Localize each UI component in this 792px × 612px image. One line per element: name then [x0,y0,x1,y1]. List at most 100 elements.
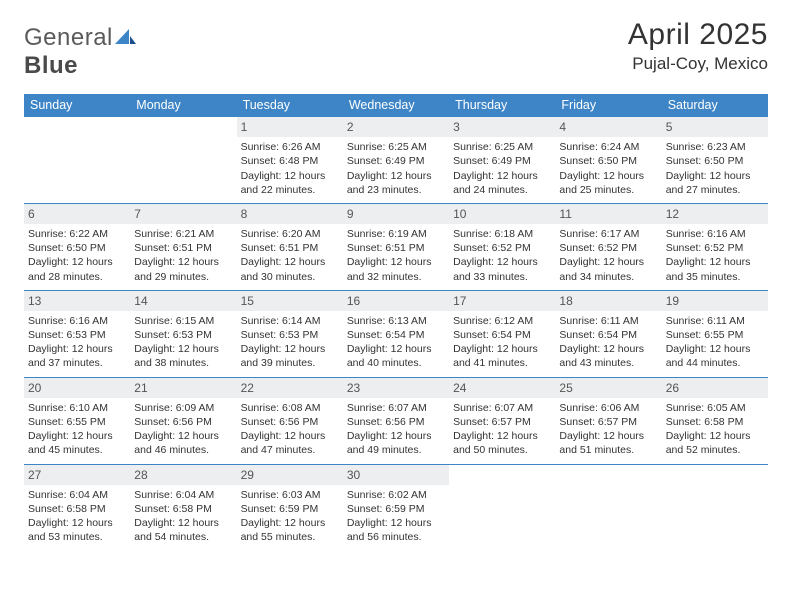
day1-text: Daylight: 12 hours [347,516,445,530]
day1-text: Daylight: 12 hours [347,429,445,443]
sunset-text: Sunset: 6:53 PM [241,328,339,342]
day1-text: Daylight: 12 hours [28,429,126,443]
day-number: 23 [343,378,449,398]
day-cell: 29Sunrise: 6:03 AMSunset: 6:59 PMDayligh… [237,464,343,550]
sunset-text: Sunset: 6:54 PM [559,328,657,342]
day2-text: and 38 minutes. [134,356,232,370]
day1-text: Daylight: 12 hours [241,255,339,269]
day-number: 7 [130,204,236,224]
day2-text: and 54 minutes. [134,530,232,544]
sunrise-text: Sunrise: 6:04 AM [134,488,232,502]
day1-text: Daylight: 12 hours [559,255,657,269]
day-cell: 25Sunrise: 6:06 AMSunset: 6:57 PMDayligh… [555,377,661,464]
day-number: 14 [130,291,236,311]
sunset-text: Sunset: 6:48 PM [241,154,339,168]
day-cell: 18 Sunrise: 6:11 AMSunset: 6:54 PMDayligh… [555,290,661,377]
sunrise-text: Sunrise: 6:22 AM [28,227,126,241]
sunset-text: Sunset: 6:52 PM [666,241,764,255]
title-block: April 2025 Pujal-Coy, Mexico [628,18,768,74]
sunrise-text: Sunrise: 6:05 AM [666,401,764,415]
day-cell: 30Sunrise: 6:02 AMSunset: 6:59 PMDayligh… [343,464,449,550]
day1-text: Daylight: 12 hours [559,342,657,356]
day1-text: Daylight: 12 hours [666,255,764,269]
sunset-text: Sunset: 6:55 PM [28,415,126,429]
sunrise-text: Sunrise: 6:19 AM [347,227,445,241]
day1-text: Daylight: 12 hours [559,169,657,183]
dow-wednesday: Wednesday [343,94,449,117]
logo-word-b: Blue [24,52,78,79]
sunrise-text: Sunrise: 6:15 AM [134,314,232,328]
day-cell: 5Sunrise: 6:23 AMSunset: 6:50 PMDaylight… [662,117,768,204]
sunrise-text: Sunrise: 6:11 AM [559,314,657,328]
sunrise-text: Sunrise: 6:03 AM [241,488,339,502]
day-cell: 22Sunrise: 6:08 AMSunset: 6:56 PMDayligh… [237,377,343,464]
day2-text: and 29 minutes. [134,270,232,284]
day1-text: Daylight: 12 hours [28,516,126,530]
day2-text: and 53 minutes. [28,530,126,544]
day1-text: Daylight: 12 hours [241,429,339,443]
sunrise-text: Sunrise: 6:21 AM [134,227,232,241]
day1-text: Daylight: 12 hours [28,342,126,356]
sunrise-text: Sunrise: 6:08 AM [241,401,339,415]
day-number: 13 [24,291,130,311]
day-number: 22 [237,378,343,398]
day2-text: and 41 minutes. [453,356,551,370]
day-number: 26 [662,378,768,398]
day-cell: 2Sunrise: 6:25 AMSunset: 6:49 PMDaylight… [343,117,449,204]
sunset-text: Sunset: 6:49 PM [347,154,445,168]
day1-text: Daylight: 12 hours [347,255,445,269]
sunrise-text: Sunrise: 6:07 AM [347,401,445,415]
day-cell [449,464,555,550]
day-number: 11 [555,204,661,224]
day-cell: 12Sunrise: 6:16 AMSunset: 6:52 PMDayligh… [662,203,768,290]
sunrise-text: Sunrise: 6:16 AM [28,314,126,328]
day-cell: 24Sunrise: 6:07 AMSunset: 6:57 PMDayligh… [449,377,555,464]
sunset-text: Sunset: 6:58 PM [134,502,232,516]
day1-text: Daylight: 12 hours [241,169,339,183]
day1-text: Daylight: 12 hours [666,342,764,356]
day-cell: 21Sunrise: 6:09 AMSunset: 6:56 PMDayligh… [130,377,236,464]
logo-text: GeneralBlue [24,24,137,80]
sunset-text: Sunset: 6:58 PM [666,415,764,429]
day1-text: Daylight: 12 hours [241,342,339,356]
sunrise-text: Sunrise: 6:12 AM [453,314,551,328]
day-cell: 23Sunrise: 6:07 AMSunset: 6:56 PMDayligh… [343,377,449,464]
sunrise-text: Sunrise: 6:23 AM [666,140,764,154]
day2-text: and 52 minutes. [666,443,764,457]
sunrise-text: Sunrise: 6:10 AM [28,401,126,415]
day2-text: and 25 minutes. [559,183,657,197]
day-cell: 16Sunrise: 6:13 AMSunset: 6:54 PMDayligh… [343,290,449,377]
day-cell: 26Sunrise: 6:05 AMSunset: 6:58 PMDayligh… [662,377,768,464]
sunrise-text: Sunrise: 6:25 AM [453,140,551,154]
sunset-text: Sunset: 6:57 PM [559,415,657,429]
day-number: 9 [343,204,449,224]
location: Pujal-Coy, Mexico [628,54,768,74]
sunset-text: Sunset: 6:50 PM [559,154,657,168]
day2-text: and 28 minutes. [28,270,126,284]
sunrise-text: Sunrise: 6:02 AM [347,488,445,502]
day-number: 29 [237,465,343,485]
day-number: 18 [555,291,661,311]
day-cell: 10Sunrise: 6:18 AMSunset: 6:52 PMDayligh… [449,203,555,290]
sunset-text: Sunset: 6:52 PM [559,241,657,255]
day-cell [662,464,768,550]
day-cell: 1Sunrise: 6:26 AMSunset: 6:48 PMDaylight… [237,117,343,204]
day-number: 17 [449,291,555,311]
day1-text: Daylight: 12 hours [453,429,551,443]
day2-text: and 50 minutes. [453,443,551,457]
day-cell [24,117,130,204]
sunset-text: Sunset: 6:51 PM [347,241,445,255]
week-row: 20Sunrise: 6:10 AMSunset: 6:55 PMDayligh… [24,377,768,464]
dow-friday: Friday [555,94,661,117]
day-number: 24 [449,378,555,398]
day-number: 5 [662,117,768,137]
day2-text: and 56 minutes. [347,530,445,544]
day-number: 30 [343,465,449,485]
day-number: 3 [449,117,555,137]
sunset-text: Sunset: 6:52 PM [453,241,551,255]
sunrise-text: Sunrise: 6:06 AM [559,401,657,415]
month-title: April 2025 [628,18,768,52]
day-cell: 6Sunrise: 6:22 AMSunset: 6:50 PMDaylight… [24,203,130,290]
day1-text: Daylight: 12 hours [347,169,445,183]
day-number: 4 [555,117,661,137]
